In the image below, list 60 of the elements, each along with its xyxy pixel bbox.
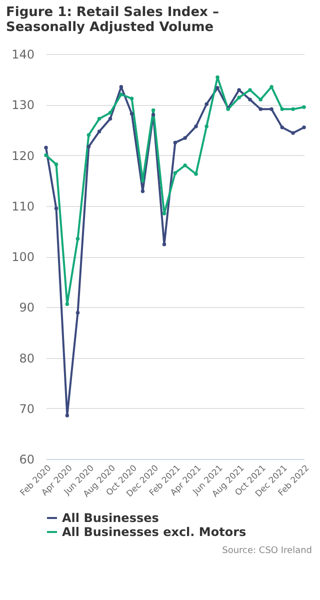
point: [302, 126, 306, 130]
y-tick-label: 60: [19, 452, 34, 466]
y-tick-label: 110: [12, 199, 34, 214]
point: [248, 88, 252, 92]
point: [119, 85, 124, 89]
point: [130, 112, 134, 116]
point: [258, 98, 262, 102]
point: [237, 88, 241, 92]
point: [162, 212, 166, 216]
point: [151, 112, 156, 117]
point: [130, 96, 134, 100]
point: [140, 189, 145, 194]
point: [302, 105, 306, 110]
legend-label: All Businesses: [62, 511, 159, 525]
point: [86, 144, 91, 149]
point: [194, 172, 198, 176]
y-tick-label: 100: [12, 250, 34, 264]
y-tick-label: 80: [19, 351, 34, 366]
point: [173, 140, 178, 144]
point: [54, 162, 58, 166]
point: [97, 116, 102, 121]
point: [248, 98, 252, 102]
point: [291, 107, 295, 112]
point: [270, 85, 274, 89]
point: [151, 108, 156, 112]
chart-title: Figure 1: Retail Sales Index – Seasonally Adjusted Volume: [6, 5, 219, 35]
point: [183, 164, 187, 168]
y-tick-label: 90: [19, 300, 34, 315]
point: [258, 107, 262, 112]
point: [119, 92, 124, 96]
y-tick-label: 70: [19, 402, 34, 416]
legend-label: All Businesses excl. Motors: [62, 525, 246, 539]
point: [280, 126, 284, 130]
point: [44, 153, 48, 158]
point: [97, 130, 102, 134]
point: [216, 75, 220, 80]
point: [183, 136, 187, 140]
point: [44, 146, 48, 150]
point: [204, 102, 208, 106]
point: [162, 242, 166, 246]
point: [270, 107, 274, 112]
point: [108, 116, 112, 121]
y-tick-label: 140: [12, 48, 34, 62]
point: [291, 131, 295, 135]
point: [194, 124, 198, 128]
point: [204, 124, 208, 128]
point: [76, 310, 80, 315]
point: [54, 206, 58, 210]
point: [280, 107, 284, 112]
source-note: Source: CSO Ireland: [221, 546, 312, 556]
point: [65, 302, 70, 306]
point: [140, 178, 145, 182]
point: [76, 236, 80, 241]
y-tick-label: 120: [12, 148, 34, 163]
y-tick-label: 130: [12, 98, 34, 112]
point: [65, 414, 70, 418]
point: [173, 171, 178, 175]
point: [237, 96, 241, 100]
point: [86, 133, 91, 137]
point: [108, 110, 112, 115]
